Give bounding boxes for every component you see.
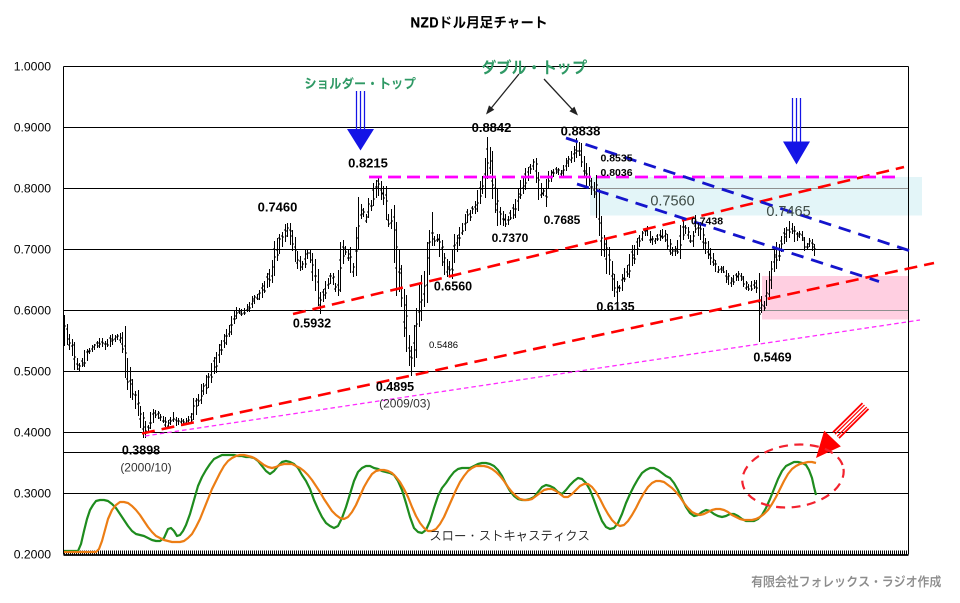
svg-text:0.3898: 0.3898 [122, 444, 160, 458]
svg-text:0.7460: 0.7460 [258, 200, 298, 215]
svg-text:0.5486: 0.5486 [429, 340, 458, 351]
svg-text:0.7465: 0.7465 [766, 204, 810, 220]
svg-text:0.8036: 0.8036 [600, 167, 632, 179]
svg-text:0.7370: 0.7370 [492, 231, 529, 245]
svg-text:0.5000: 0.5000 [14, 365, 51, 379]
svg-text:0.9000: 0.9000 [14, 121, 51, 135]
svg-text:0.4895: 0.4895 [376, 380, 414, 394]
svg-text:0.8535: 0.8535 [600, 153, 632, 165]
svg-text:0.5469: 0.5469 [753, 351, 791, 365]
svg-text:0.8842: 0.8842 [472, 120, 512, 135]
svg-text:0.4000: 0.4000 [14, 426, 51, 440]
svg-text:0.6135: 0.6135 [596, 300, 634, 314]
svg-text:0.2000: 0.2000 [14, 548, 51, 562]
svg-text:0.5932: 0.5932 [293, 317, 331, 331]
svg-text:0.7560: 0.7560 [650, 194, 694, 210]
svg-text:0.7000: 0.7000 [14, 243, 51, 257]
svg-text:0.3000: 0.3000 [14, 487, 51, 501]
svg-text:0.6000: 0.6000 [14, 304, 51, 318]
svg-text:(2009/03): (2009/03) [379, 397, 430, 411]
svg-text:0.7685: 0.7685 [544, 213, 581, 227]
svg-text:0.8000: 0.8000 [14, 182, 51, 196]
svg-text:(2000/10): (2000/10) [120, 461, 171, 475]
svg-text:0.6560: 0.6560 [434, 280, 472, 294]
svg-text:0.7438: 0.7438 [691, 216, 723, 228]
svg-text:1.0000: 1.0000 [14, 60, 51, 74]
svg-text:0.8838: 0.8838 [561, 124, 601, 139]
svg-text:0.8215: 0.8215 [348, 156, 388, 171]
